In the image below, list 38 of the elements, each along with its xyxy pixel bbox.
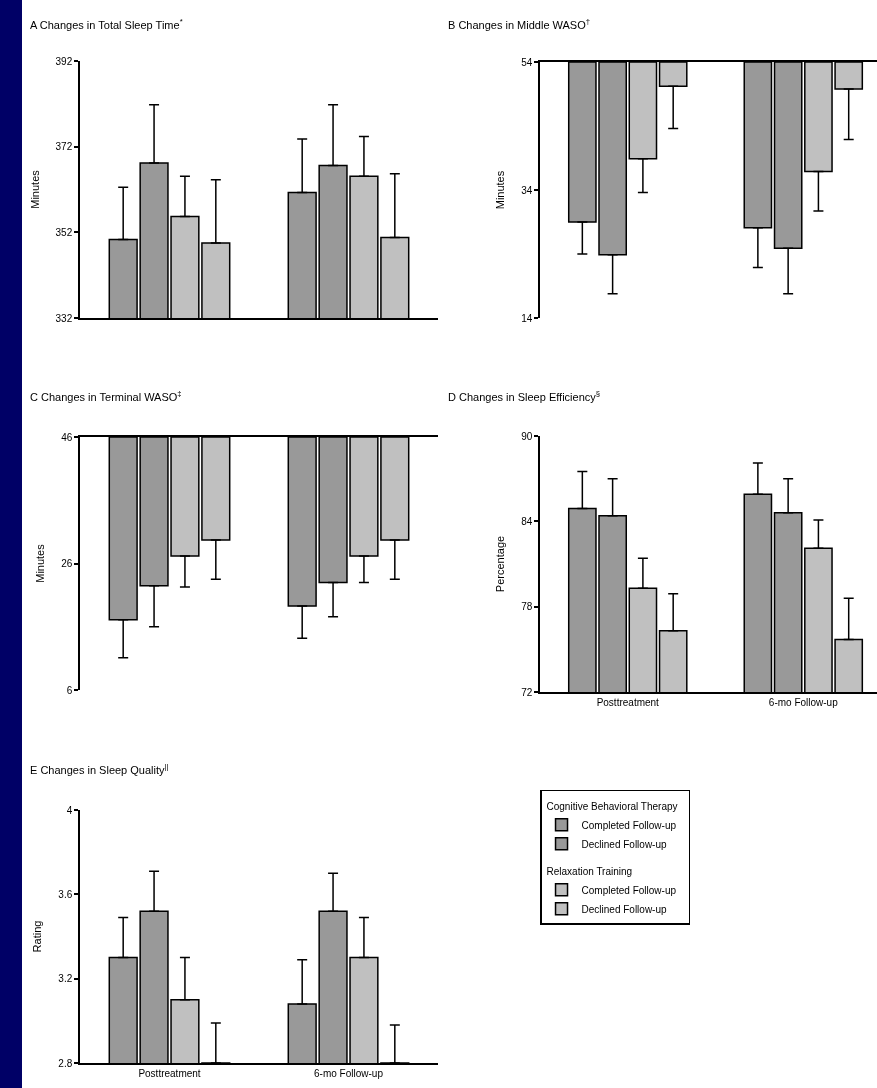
y-axis-title: Percentage (494, 535, 507, 593)
chart-title: E Changes in Sleep Quality$^{||}$ (30, 762, 169, 776)
legend-label: Declined Follow-up (581, 838, 668, 850)
chart-title: B Changes in Middle WASO$^{†}$ (448, 17, 591, 31)
chart-title: D Changes in Sleep Efficiency$^{§}$ (448, 389, 601, 403)
y-tick-label: 4 (66, 804, 73, 816)
text: Cognitive Behavioral Therapy (546, 800, 678, 812)
legend-label: Completed Follow-up (581, 884, 677, 896)
y-tick-label: 72 (521, 686, 533, 698)
x-tick-label: Posttreatment (596, 696, 660, 708)
y-tick-label: 332 (55, 312, 73, 324)
legend-label: Declined Follow-up (581, 903, 668, 915)
y-tick-label: 78 (521, 601, 533, 613)
chart-title: A Changes in Total Sleep Time$^{*}$ (30, 17, 183, 31)
y-tick-label: 372 (55, 141, 73, 153)
y-axis-title: Minutes (34, 543, 47, 583)
y-axis-title: Rating (31, 920, 44, 953)
text: Relaxation Training (546, 865, 633, 877)
y-tick-label: 6 (66, 684, 73, 696)
legend-label: Completed Follow-up (581, 819, 677, 831)
y-tick-label: 84 (521, 515, 533, 527)
x-tick-label: 6-mo Follow-up (314, 1067, 384, 1079)
y-tick-label: 46 (61, 431, 73, 443)
x-tick-label: 6-mo Follow-up (768, 696, 839, 708)
y-tick-label: 26 (61, 558, 73, 569)
y-tick-label: 352 (55, 226, 73, 238)
y-tick-label: 3.2 (58, 973, 73, 985)
y-axis-title: Minutes (494, 170, 507, 210)
chart-title: C Changes in Terminal WASO$^{‡}$ (30, 389, 182, 403)
x-tick-label: Posttreatment (138, 1067, 201, 1079)
y-tick-label: 14 (521, 312, 533, 324)
y-tick-label: 392 (55, 55, 73, 67)
y-tick-label: 90 (521, 430, 533, 442)
y-axis-title: Minutes (28, 169, 41, 209)
y-tick-label: 3.6 (58, 888, 73, 900)
y-tick-label: 2.8 (58, 1057, 73, 1069)
y-tick-label: 54 (521, 56, 533, 68)
y-tick-label: 34 (521, 184, 533, 196)
